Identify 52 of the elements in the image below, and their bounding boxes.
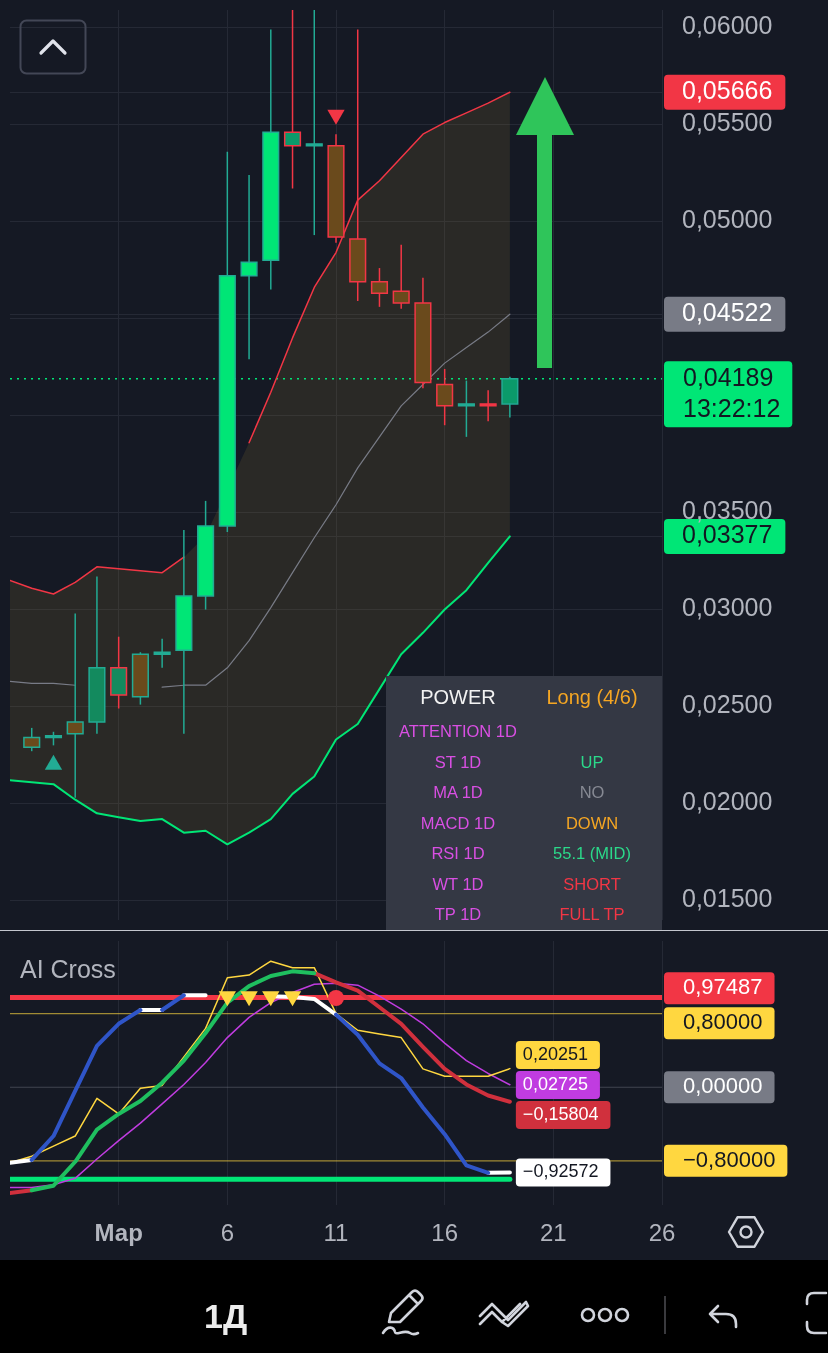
ref-line-label: 0,97487 (683, 974, 763, 1000)
y-tick-label: 0,05666 (682, 76, 773, 105)
x-tick-label: 6 (220, 1219, 235, 1247)
candlestick (436, 368, 454, 426)
text: AI Cross (20, 955, 116, 983)
x-tick-label: 21 (539, 1219, 567, 1247)
category-label: ATTENTION 1D (399, 722, 517, 741)
data-label: −0,15804 (522, 1104, 599, 1125)
text: 1Д (204, 1297, 248, 1335)
candlestick (479, 389, 497, 423)
x-tick-label: 16 (431, 1219, 459, 1247)
y-tick-label: 0,02000 (682, 787, 773, 816)
candlestick (457, 379, 475, 438)
candlestick (283, 9, 302, 190)
ref-line-label: 0,04189 (683, 362, 774, 391)
text: 13:22:12 (683, 393, 781, 422)
ref-line-label: 0,80000 (683, 1009, 763, 1035)
text: NO (579, 783, 605, 802)
y-tick-label: 0,06000 (682, 11, 773, 40)
category-label: RSI 1D (431, 844, 485, 863)
candlestick (392, 244, 410, 310)
y-tick-label: 0,01500 (682, 884, 773, 913)
text: SHORT (563, 874, 621, 893)
text: UP (580, 752, 604, 771)
y-tick-label: 0,05000 (682, 205, 773, 234)
y-tick-label: 0,03000 (682, 593, 773, 622)
category-label: TP 1D (434, 905, 482, 924)
text: Long (4/6) (546, 686, 638, 708)
text: FULL TP (559, 905, 625, 924)
category-label: MACD 1D (420, 813, 496, 832)
x-tick-label: 26 (648, 1219, 676, 1247)
x-tick-label: Мар (94, 1219, 143, 1247)
y-tick-label: 0,04522 (682, 298, 773, 327)
text: 55.1 (MID) (553, 844, 631, 863)
ref-line-label: −0,80000 (683, 1146, 776, 1172)
candlestick (370, 267, 389, 308)
candlestick (305, 9, 323, 236)
candlestick (240, 174, 258, 360)
y-tick-label: 0,03500 (682, 496, 773, 525)
data-label: 0,20251 (522, 1044, 588, 1065)
text: POWER (420, 686, 496, 708)
category-label: ST 1D (434, 752, 482, 771)
y-tick-label: 0,02500 (682, 690, 773, 719)
candlestick (153, 637, 171, 669)
x-tick-label: 11 (323, 1219, 349, 1247)
y-tick-label: 0,05500 (682, 108, 773, 137)
text: DOWN (565, 813, 619, 832)
category-label: WT 1D (432, 874, 484, 893)
data-label: 0,02725 (522, 1074, 588, 1095)
ref-line-label: 0,00000 (683, 1073, 763, 1099)
data-label: −0,92572 (522, 1161, 599, 1182)
category-label: MA 1D (433, 783, 483, 802)
